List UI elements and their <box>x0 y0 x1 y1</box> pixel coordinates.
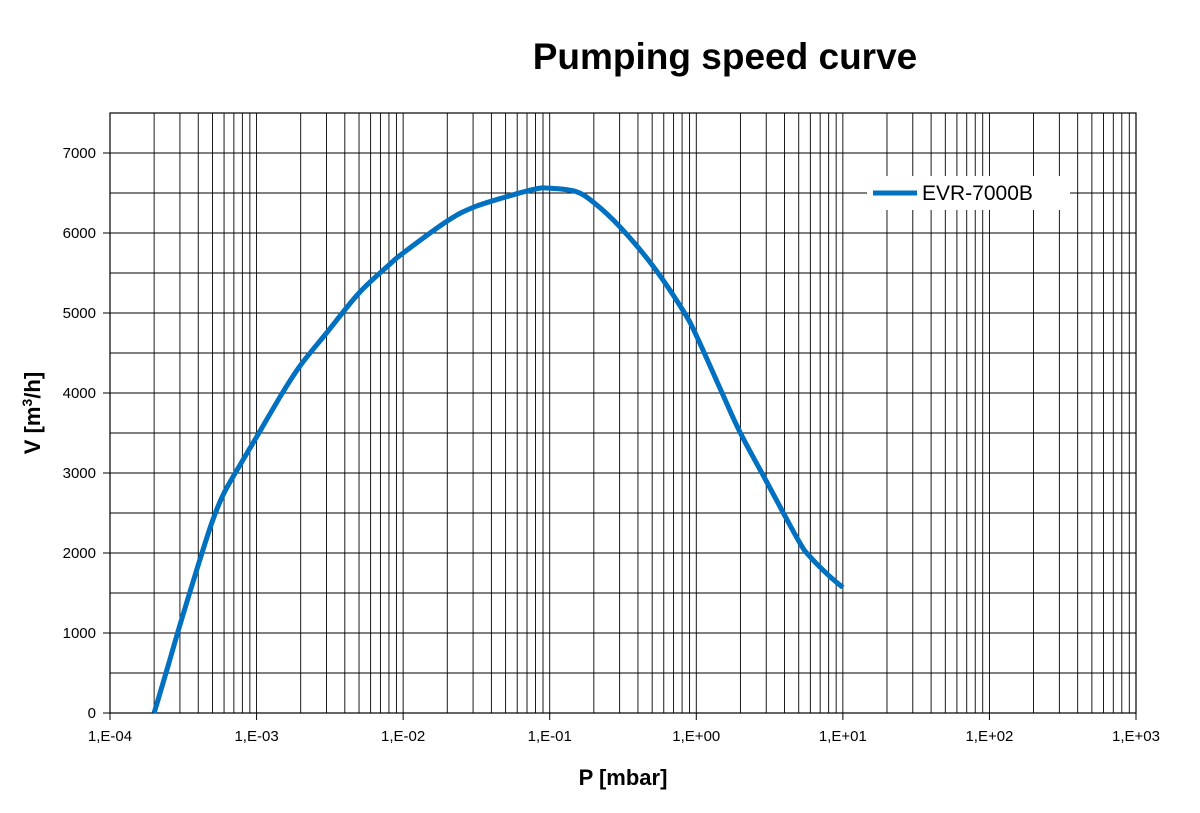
y-tick-label: 6000 <box>63 225 96 242</box>
legend-label: EVR-7000B <box>922 182 1033 205</box>
y-axis-ticks: 0 1000 2000 3000 4000 5000 6000 7000 <box>63 145 110 722</box>
y-axis-title: V [m3/h] <box>19 372 45 454</box>
grid <box>110 113 1136 713</box>
x-tick-label: 1,E+01 <box>819 728 867 745</box>
y-axis-title-tail: /h] <box>20 372 45 399</box>
plot-area-frame <box>109 112 1137 714</box>
chart-title: Pumping speed curve <box>533 36 918 77</box>
y-tick-label: 1000 <box>63 625 96 642</box>
series-line-evr-7000b <box>151 185 845 714</box>
y-tick-label: 3000 <box>63 465 96 482</box>
x-axis-ticks: 1,E-04 1,E-03 1,E-02 1,E-01 1,E+00 1,E+01 1,E+… <box>88 713 1160 745</box>
x-tick-label: 1,E-03 <box>234 728 278 745</box>
y-tick-label: 2000 <box>63 545 96 562</box>
x-tick-label: 1,E+02 <box>965 728 1013 745</box>
x-tick-label: 1,E-04 <box>88 728 132 745</box>
y-tick-label: 7000 <box>63 145 96 162</box>
legend: EVR-7000B <box>867 176 1070 210</box>
x-tick-label: 1,E-01 <box>528 728 572 745</box>
x-tick-label: 1,E+03 <box>1112 728 1160 745</box>
y-tick-label: 5000 <box>63 305 96 322</box>
y-axis-title-main: V [m <box>20 407 45 455</box>
y-tick-label: 4000 <box>63 385 96 402</box>
y-tick-label: 0 <box>88 705 96 722</box>
x-tick-label: 1,E-02 <box>381 728 425 745</box>
y-axis-title-superscript: 3 <box>19 399 35 407</box>
x-tick-label: 1,E+00 <box>672 728 720 745</box>
x-axis-title: P [mbar] <box>579 765 668 790</box>
